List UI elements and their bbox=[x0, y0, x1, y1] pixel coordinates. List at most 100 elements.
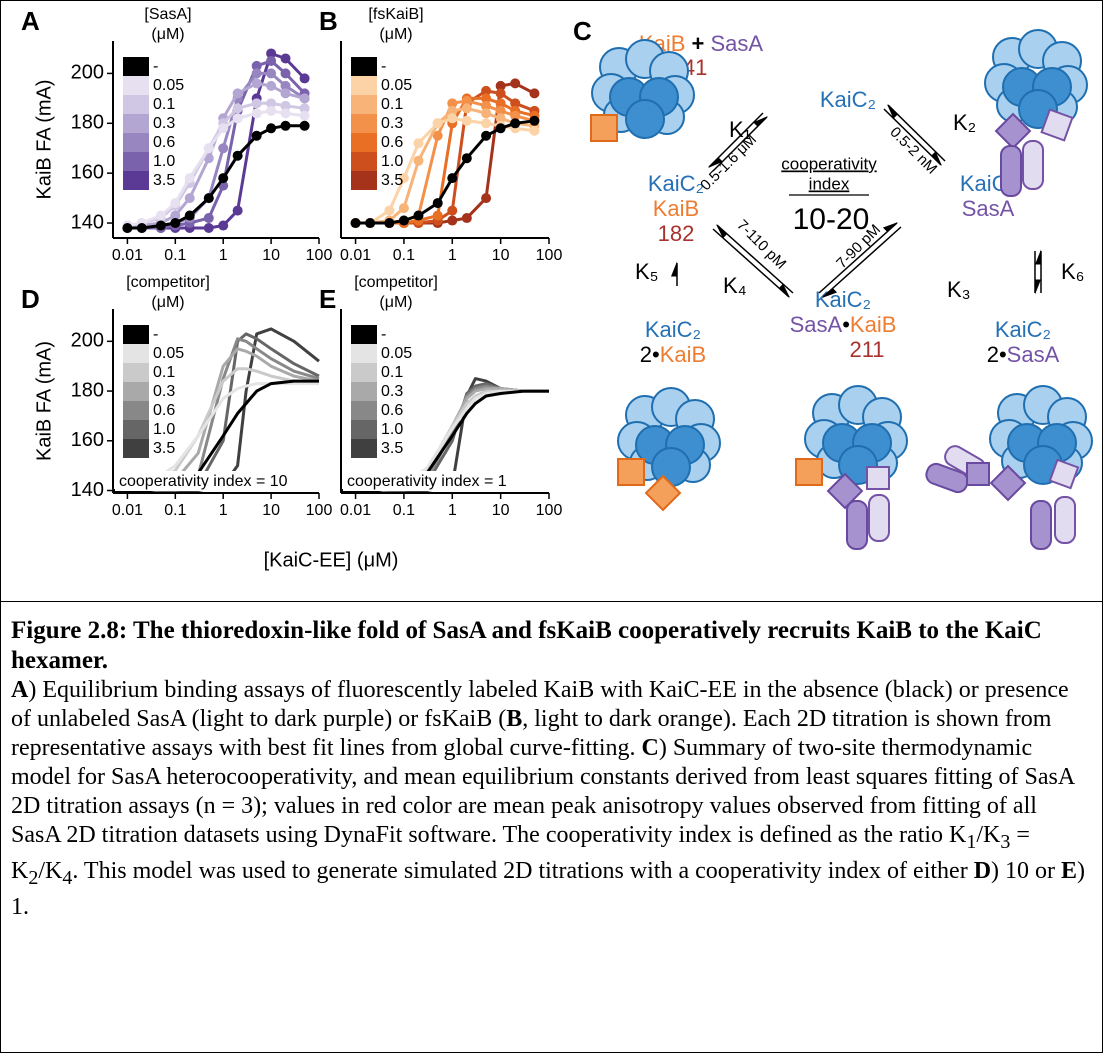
data-point bbox=[529, 88, 539, 98]
data-point bbox=[252, 98, 262, 108]
legend-swatch bbox=[351, 439, 377, 458]
data-point bbox=[218, 143, 228, 153]
caption-text: ) 10 or bbox=[991, 858, 1061, 884]
count: 2• bbox=[987, 342, 1007, 367]
complex-cartoon bbox=[591, 40, 694, 141]
x-tick-label: 0.01 bbox=[112, 247, 143, 264]
y-tick-label: 180 bbox=[71, 379, 104, 401]
data-point bbox=[156, 211, 166, 221]
legend-label: 3.5 bbox=[153, 172, 175, 189]
legend-swatch bbox=[351, 57, 377, 76]
data-point bbox=[266, 56, 276, 66]
legend-title: [competitor] bbox=[126, 274, 210, 291]
data-point bbox=[399, 216, 409, 226]
legend-label: 3.5 bbox=[153, 440, 175, 457]
legend-swatch bbox=[351, 325, 377, 344]
legend-swatch bbox=[351, 152, 377, 171]
legend-title: [fsKaiB] bbox=[368, 6, 423, 23]
data-point bbox=[384, 206, 394, 216]
subscript: 1 bbox=[966, 831, 976, 853]
node-kaic: KaiC₂ bbox=[645, 317, 701, 342]
data-point bbox=[281, 121, 291, 131]
x-tick-label: 10 bbox=[262, 502, 280, 519]
plus: + bbox=[692, 31, 705, 56]
legend-label: 0.6 bbox=[153, 134, 175, 151]
data-point bbox=[510, 118, 520, 128]
data-point bbox=[266, 81, 276, 91]
data-point bbox=[252, 68, 262, 78]
data-point bbox=[233, 151, 243, 161]
node-kaic2: KaiC₂ bbox=[820, 87, 876, 112]
legend-swatch bbox=[123, 344, 149, 363]
legend-swatch bbox=[351, 133, 377, 152]
data-point bbox=[300, 121, 310, 131]
data-point bbox=[137, 223, 147, 233]
legend-label: 1.0 bbox=[381, 153, 403, 170]
data-point bbox=[399, 203, 409, 213]
data-point bbox=[170, 198, 180, 208]
legend-title: [competitor] bbox=[354, 274, 438, 291]
data-point bbox=[365, 218, 375, 228]
data-point bbox=[447, 173, 457, 183]
data-point bbox=[447, 206, 457, 216]
data-point bbox=[185, 173, 195, 183]
data-point bbox=[170, 218, 180, 228]
y-tick-label: 160 bbox=[71, 161, 104, 183]
data-point bbox=[481, 131, 491, 141]
data-point bbox=[204, 213, 214, 223]
legend-label: 0.1 bbox=[153, 96, 175, 113]
data-point bbox=[204, 143, 214, 153]
data-point bbox=[281, 53, 291, 63]
node-sasa: SasA bbox=[962, 196, 1015, 221]
panel-label: B bbox=[319, 6, 338, 36]
legend-label: 1.0 bbox=[153, 153, 175, 170]
legend-unit: (μM) bbox=[151, 294, 184, 311]
data-point bbox=[204, 193, 214, 203]
figure-page: C KaiB + SasA 141 KaiC₂ KaiC₂ KaiB 182 K… bbox=[0, 0, 1103, 1053]
legend-swatch bbox=[351, 363, 377, 382]
legend-swatch bbox=[351, 344, 377, 363]
legend-unit: (μM) bbox=[151, 26, 184, 43]
data-point bbox=[281, 88, 291, 98]
data-point bbox=[529, 126, 539, 136]
x-tick-label: 10 bbox=[262, 247, 280, 264]
y-tick-label: 200 bbox=[71, 62, 104, 84]
data-point bbox=[218, 173, 228, 183]
legend-swatch bbox=[351, 95, 377, 114]
legend-label: 1.0 bbox=[381, 421, 403, 438]
center-label: index bbox=[809, 174, 850, 193]
data-point bbox=[185, 193, 195, 203]
x-tick-label: 1 bbox=[219, 247, 228, 264]
legend-label: 0.6 bbox=[381, 402, 403, 419]
x-tick-label: 100 bbox=[306, 502, 333, 519]
data-point bbox=[281, 68, 291, 78]
data-point bbox=[433, 118, 443, 128]
data-point bbox=[185, 211, 195, 221]
data-point bbox=[300, 73, 310, 83]
data-point bbox=[218, 221, 228, 231]
sasa: SasA bbox=[1007, 342, 1060, 367]
legend-label: 0.3 bbox=[381, 115, 403, 132]
caption: Figure 2.8: The thioredoxin-like fold of… bbox=[1, 601, 1102, 1052]
legend-label: 0.05 bbox=[381, 345, 412, 362]
complex-cartoon bbox=[618, 388, 720, 510]
subscript: 4 bbox=[62, 867, 72, 889]
x-tick-label: 0.1 bbox=[393, 247, 415, 264]
annotation: cooperativity index = 10 bbox=[119, 473, 288, 490]
x-tick-label: 0.1 bbox=[393, 502, 415, 519]
caption-text: /K bbox=[976, 822, 1000, 848]
legend-swatch bbox=[123, 152, 149, 171]
legend-label: 0.6 bbox=[153, 402, 175, 419]
legend-label: 3.5 bbox=[381, 172, 403, 189]
panel-ref: C bbox=[642, 735, 659, 761]
data-point bbox=[266, 68, 276, 78]
legend-label: 0.1 bbox=[153, 364, 175, 381]
legend-label: 3.5 bbox=[381, 440, 403, 457]
data-point bbox=[252, 78, 262, 88]
data-point bbox=[252, 108, 262, 118]
x-tick-label: 0.01 bbox=[340, 502, 371, 519]
subscript: 3 bbox=[1000, 831, 1010, 853]
panel-label: A bbox=[21, 6, 40, 36]
panel-ref: D bbox=[974, 858, 991, 884]
constant-name: K₃ bbox=[947, 277, 971, 302]
